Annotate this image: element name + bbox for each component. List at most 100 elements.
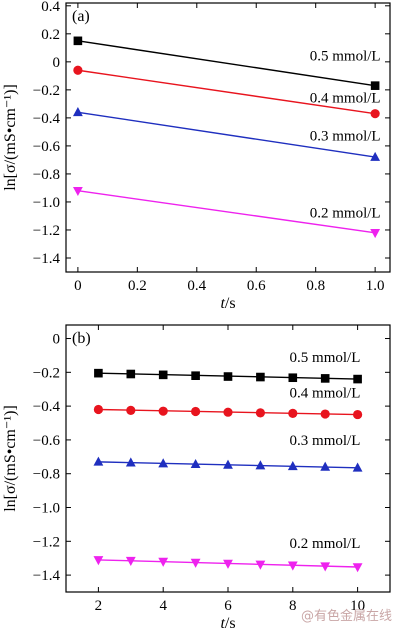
- panel-a-xtick-label: 0.8: [306, 278, 325, 294]
- panel-a-series-0-point: [73, 36, 83, 46]
- panel-b-series-3-point: [125, 556, 136, 567]
- panel-a-series-1: 0.4 mmol/L: [73, 65, 381, 119]
- panel-b-ytick-label: −1.4: [33, 568, 61, 584]
- panel-b-series-2-point: [352, 462, 363, 472]
- panel-a-xtick-label: 0: [74, 278, 82, 294]
- panel-b-series-0-point: [353, 374, 362, 384]
- panel-b-series-1-point: [353, 409, 363, 420]
- panel-b-series-0-point: [256, 372, 265, 382]
- panel-b-series-3-label: 0.2 mmol/L: [290, 536, 361, 552]
- panel-b-series-2-point: [158, 458, 169, 468]
- panel-a-ytick-label: 0: [53, 55, 61, 71]
- panel-a-series-2-point: [370, 151, 381, 161]
- panel-b-series-1-point: [93, 404, 103, 415]
- panel-a-series-1-fit-line: [77, 69, 376, 115]
- panel-b-series-1-point: [126, 405, 136, 415]
- panel-b-series-1-point: [288, 408, 298, 418]
- panel-a-ytick-label: −1.4: [33, 251, 61, 267]
- panel-a-xaxis-label-var: t: [220, 295, 225, 312]
- panel-b-xtick-label: 2: [95, 598, 103, 614]
- panel-b-series-1-point: [191, 406, 201, 417]
- panel-b-series-0-point: [320, 374, 330, 383]
- panel-b-yaxis-label: ln[σ/(mS•cm⁻¹)]: [2, 405, 19, 512]
- panel-a-label: (a): [72, 8, 90, 25]
- panel-a-xaxis-label-unit: /s: [225, 295, 236, 312]
- panel-b-xtick-label: 10: [350, 598, 365, 614]
- panel-a-series-0-label: 0.5 mmol/L: [310, 48, 381, 64]
- panel-b-series-2-point: [287, 460, 298, 471]
- panel-b-series-3-point: [93, 556, 104, 566]
- panel-a-ytick-label: −1.2: [33, 223, 60, 239]
- panel-b-series-0-point: [223, 372, 233, 381]
- panel-a-ytick-label: −0.4: [33, 111, 61, 127]
- watermark-text: @有色金属在线: [300, 609, 392, 624]
- panel-b-series-3: 0.2 mmol/L: [93, 536, 363, 573]
- panel-b-series-3-point: [352, 563, 363, 573]
- panel-b-series-2-label: 0.3 mmol/L: [290, 433, 361, 449]
- panel-b-series-2-point: [255, 460, 266, 470]
- panel-b-series-3-point: [255, 560, 266, 570]
- panel-a-series-2-fit-line: [77, 111, 376, 158]
- panel-a-xtick-label: 0.2: [128, 278, 147, 294]
- panel-b-ytick-label: 0: [53, 332, 61, 348]
- panel-b-series-1-point: [158, 406, 168, 416]
- panel-b-xaxis-label: t/s: [220, 615, 235, 628]
- panel-a-series-3-point: [72, 186, 83, 197]
- panel-b-xtick-label: 4: [159, 598, 167, 614]
- panel-b-series-2-point: [190, 458, 201, 469]
- panel-a-series-0-point: [370, 81, 380, 90]
- panel-a-yaxis-label: ln[σ/(mS•cm⁻¹)]: [2, 84, 19, 191]
- panel-b-ytick-label: −1.2: [33, 534, 60, 550]
- panel-b-series-0-point: [94, 368, 103, 378]
- panel-a-series-3: 0.2 mmol/L: [72, 186, 381, 239]
- panel-a-xtick-label: 1.0: [366, 278, 385, 294]
- panel-a-ytick-label: −0.8: [33, 167, 60, 183]
- panel-a-xtick-label: 0.4: [187, 278, 206, 294]
- panel-b-series-3-point: [158, 557, 169, 567]
- panel-a-ytick-label: −0.2: [33, 83, 60, 99]
- panel-b-series-3-point: [223, 559, 233, 569]
- panel-b-series-2-point: [125, 457, 136, 467]
- panel-b-xaxis-label-var: t: [220, 615, 225, 628]
- panel-a-series-3-label: 0.2 mmol/L: [310, 205, 381, 221]
- panel-a-series-1-label: 0.4 mmol/L: [310, 90, 381, 106]
- panel-b-ytick-label: −0.4: [33, 399, 61, 415]
- panel-b-series-1-point: [320, 409, 330, 419]
- panel-b-ytick-label: −0.6: [33, 433, 61, 449]
- panel-a-series-2-label: 0.3 mmol/L: [310, 128, 381, 144]
- panel-b-series-1-point: [223, 407, 233, 417]
- panel-b-xaxis-label-unit: /s: [225, 615, 236, 628]
- panel-a-xtick-label: 0.6: [247, 278, 266, 294]
- panel-b-series-0-point: [288, 373, 298, 383]
- panel-a-ytick-label: 0.4: [41, 0, 60, 15]
- panel-a-series-2: 0.3 mmol/L: [72, 106, 381, 161]
- panel-a-ytick-label: −1.0: [33, 195, 60, 211]
- panel-b-series-1: 0.4 mmol/L: [93, 386, 363, 420]
- panel-a-series-3-point: [370, 228, 381, 239]
- panel-b-series-0-point: [126, 369, 136, 379]
- panel-b-series-2-point: [93, 456, 104, 466]
- panel-b-ytick-label: −0.2: [33, 365, 60, 381]
- panel-a: 0 0.2 0.4 0.6 0.8 1.0 0.4 0.2 0 −0.2 −0.4 −0.6 −0.8 −…: [2, 0, 391, 312]
- panel-b-series-1-point: [255, 408, 265, 418]
- panel-b-series-2-point: [320, 461, 331, 471]
- panel-b-series-0-label: 0.5 mmol/L: [290, 350, 361, 366]
- panel-a-series-0: 0.5 mmol/L: [73, 36, 381, 90]
- panel-a-xaxis-label: t/s: [220, 295, 235, 312]
- panel-b-series-3-point: [320, 562, 331, 572]
- panel-b-series-2-point: [223, 459, 233, 469]
- panel-b-series-3-point: [190, 558, 201, 568]
- panel-a-series-2-point: [72, 106, 83, 117]
- panel-a-series-3-fit-line: [77, 190, 376, 234]
- panel-b-label: (b): [72, 330, 91, 347]
- panel-a-frame: [65, 2, 391, 273]
- panel-a-series-1-point: [370, 109, 380, 119]
- panel-b-series-2: 0.3 mmol/L: [93, 433, 363, 472]
- panel-b-xtick-label: 6: [224, 598, 232, 614]
- panel-a-ytick-label: 0.2: [41, 27, 60, 43]
- panel-a-series-0-fit-line: [77, 40, 376, 87]
- panel-b-series-0-point: [158, 370, 168, 380]
- panel-b-series-3-point: [287, 561, 298, 571]
- panel-b-ytick-label: −0.8: [33, 467, 60, 483]
